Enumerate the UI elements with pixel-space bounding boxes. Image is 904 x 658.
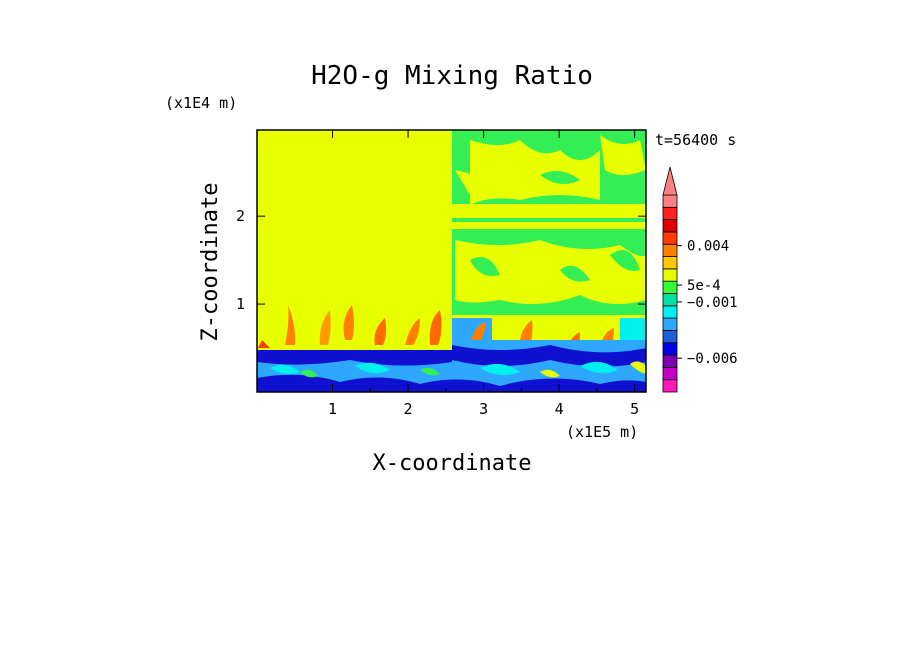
colorbar: 0.004 5e-4−0.001 −0.006 bbox=[662, 166, 738, 393]
dark-blue-band bbox=[257, 374, 646, 392]
colorbar-label: −0.001 bbox=[687, 295, 738, 311]
colorbar-box bbox=[662, 280, 678, 294]
green-swirl bbox=[540, 171, 580, 184]
x-axis-ticks: 1 2 3 4 5 bbox=[328, 130, 639, 418]
plot-frame bbox=[256, 129, 647, 393]
colorbar-box bbox=[662, 219, 678, 233]
yellow-eddy bbox=[630, 361, 646, 374]
dark-blue-band bbox=[452, 345, 646, 367]
colorbar-box bbox=[662, 256, 678, 270]
plumes bbox=[258, 305, 614, 355]
colorbar-box bbox=[662, 366, 678, 381]
green-swirl bbox=[470, 257, 500, 276]
yellow-band bbox=[455, 240, 646, 304]
colorbar-label: −0.006 bbox=[687, 351, 738, 367]
x-tick-label: 2 bbox=[404, 400, 413, 418]
colorbar-label: 5e-4 bbox=[687, 278, 721, 294]
plume bbox=[258, 340, 270, 348]
plume bbox=[470, 322, 486, 345]
y-tick-label: 1 bbox=[236, 295, 245, 313]
colorbar-box bbox=[662, 317, 678, 331]
yellow-band bbox=[600, 135, 646, 175]
right-banded-region bbox=[452, 130, 646, 350]
yellow-band bbox=[452, 204, 646, 218]
colorbar-box bbox=[662, 330, 678, 344]
y-scale-label: (x1E4 m) bbox=[165, 94, 237, 112]
plume bbox=[405, 318, 420, 345]
green-swirl bbox=[560, 265, 590, 282]
colorbar-box bbox=[662, 194, 678, 208]
x-tick-label: 4 bbox=[555, 400, 564, 418]
colorbar-box bbox=[662, 268, 678, 282]
yellow-band bbox=[455, 170, 490, 195]
plume bbox=[429, 310, 442, 345]
yellow-band bbox=[452, 222, 646, 229]
colorbar-box bbox=[662, 206, 678, 221]
colorbar-box bbox=[662, 231, 678, 245]
colorbar-box bbox=[662, 354, 678, 368]
dark-blue-band bbox=[257, 350, 452, 366]
x-tick-label: 5 bbox=[630, 400, 639, 418]
y-tick-label: 2 bbox=[236, 207, 245, 225]
x-scale-label: (x1E5 m) bbox=[566, 423, 638, 441]
cyan-eddy bbox=[480, 363, 520, 376]
green-swirl bbox=[610, 250, 640, 271]
plume bbox=[285, 305, 296, 345]
y-axis-label: Z-coordinate bbox=[198, 183, 223, 342]
colorbar-extend-arrow bbox=[662, 166, 678, 196]
colorbar-box bbox=[662, 342, 678, 356]
colorbar-box bbox=[662, 305, 678, 319]
yellow-eddy bbox=[540, 369, 560, 378]
plume bbox=[343, 305, 354, 340]
cyan-eddy bbox=[270, 364, 300, 375]
plume bbox=[374, 318, 387, 345]
colorbar-label: 0.004 bbox=[687, 239, 729, 255]
y-axis-ticks: 12 bbox=[236, 207, 646, 313]
colorbar-box bbox=[662, 379, 678, 393]
chart-title: H2O-g Mixing Ratio bbox=[311, 61, 593, 91]
x-axis-label: X-coordinate bbox=[373, 451, 532, 476]
x-tick-label: 3 bbox=[479, 400, 488, 418]
colorbar-box bbox=[662, 243, 678, 257]
cyan-eddy bbox=[355, 362, 390, 374]
green-eddy bbox=[420, 367, 440, 376]
plume bbox=[319, 310, 331, 345]
colorbar-box bbox=[662, 293, 678, 307]
plot-field bbox=[257, 130, 646, 392]
green-eddy bbox=[300, 369, 318, 378]
time-label: t=56400 s bbox=[655, 131, 736, 149]
cyan-eddy bbox=[580, 361, 618, 374]
boundary-layer bbox=[257, 340, 646, 392]
x-tick-label: 1 bbox=[328, 400, 337, 418]
yellow-band bbox=[470, 140, 600, 205]
